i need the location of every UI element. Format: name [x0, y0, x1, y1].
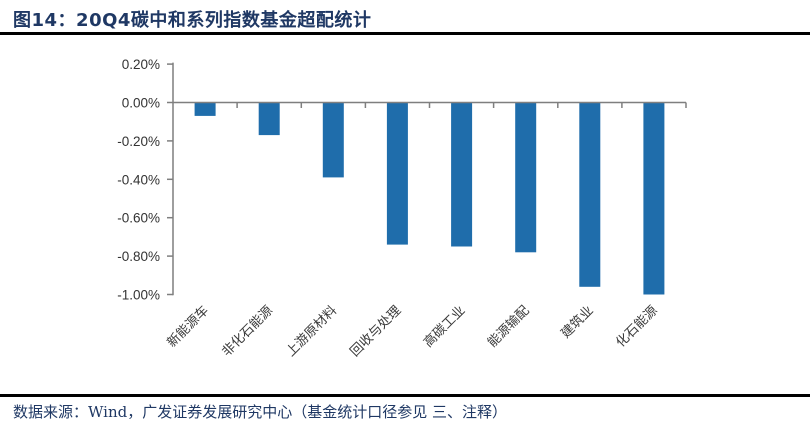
y-tick-label: -0.60%	[117, 211, 160, 226]
x-tick-label: 上游原材料	[283, 303, 340, 360]
figure-title: 图14：20Q4碳中和系列指数基金超配统计	[13, 10, 372, 31]
bar	[322, 102, 344, 178]
bar	[579, 102, 601, 287]
x-tick-label: 能源输配	[484, 303, 531, 350]
y-tick-label: 0.00%	[122, 96, 160, 111]
bar	[515, 102, 537, 253]
y-tick-label: -1.00%	[117, 288, 160, 303]
x-tick-label: 新能源车	[164, 303, 211, 350]
bar	[258, 102, 280, 136]
x-tick-label: 化石能源	[613, 303, 660, 350]
bottom-divider	[0, 394, 810, 397]
y-tick-label: -0.20%	[117, 134, 160, 149]
bar	[451, 102, 473, 247]
x-tick-label: 非化石能源	[219, 303, 276, 360]
top-divider	[0, 32, 810, 35]
data-source-note: 数据来源：Wind，广发证券发展研究中心（基金统计口径参见 三、注释）	[13, 403, 507, 421]
x-tick-label: 建筑业	[558, 303, 596, 341]
x-tick-label: 回收与处理	[347, 303, 404, 360]
bar	[643, 102, 665, 295]
x-tick-label: 高碳工业	[420, 303, 467, 350]
y-tick-label: 0.20%	[122, 57, 160, 72]
bar	[194, 102, 216, 116]
y-tick-label: -0.40%	[117, 172, 160, 187]
y-tick-label: -0.80%	[117, 249, 160, 264]
bar	[386, 102, 408, 245]
